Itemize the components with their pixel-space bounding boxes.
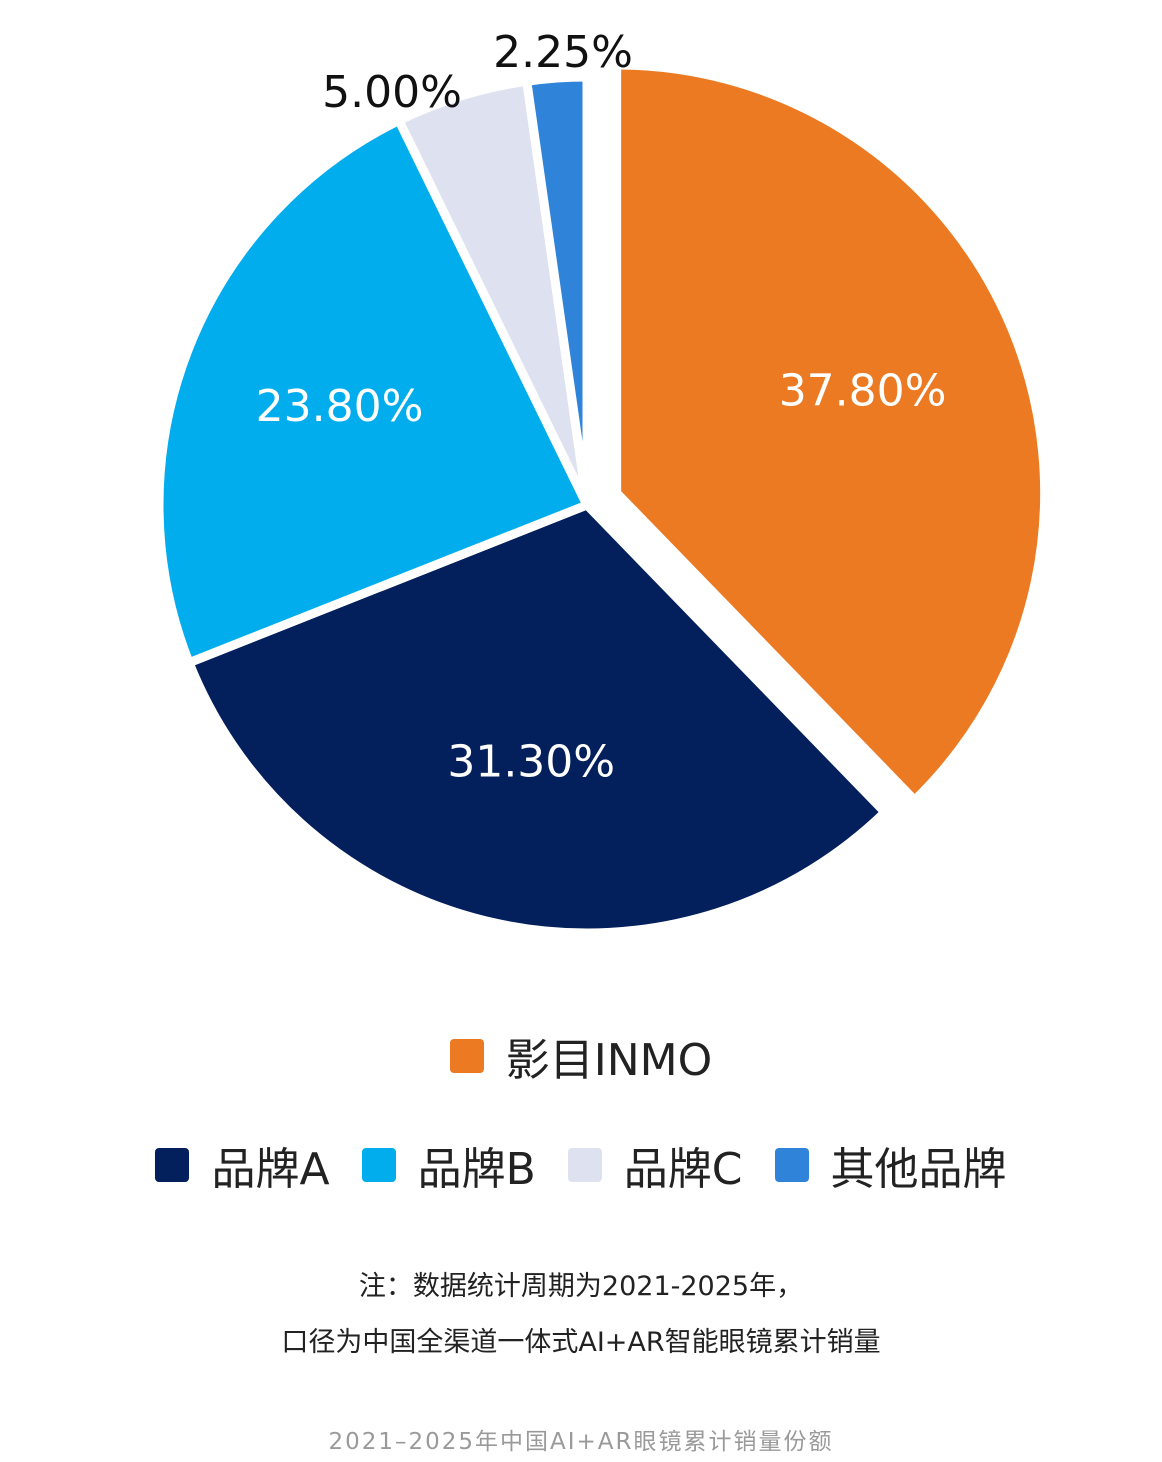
legend-swatch-other-brands (774, 1148, 809, 1182)
pie-slice-2 (154, 114, 594, 669)
slice-label-2: 23.80% (256, 381, 424, 432)
pie-labels: 37.80% 31.30% 23.80% 5.00% 2.25% (256, 27, 947, 787)
legend-item-brand-c: 品牌C (567, 1133, 743, 1197)
pie-slice-1 (183, 499, 892, 938)
pie-slice-4 (521, 72, 592, 506)
legend-label-brand-c: 品牌C (623, 1144, 743, 1195)
legend-row-primary: 影目INMO (0, 1024, 1162, 1088)
pie-slice-0 (612, 60, 1050, 807)
slice-label-0: 37.80% (779, 365, 947, 416)
legend-label-brand-b: 品牌B (417, 1144, 536, 1195)
legend-row-secondary: 品牌A 品牌B 品牌C 其他品牌 (0, 1133, 1162, 1197)
slice-label-4: 2.25% (493, 27, 633, 78)
chart-caption: 2021–2025年中国AI+AR眼镜累计销量份额 (328, 1429, 834, 1455)
legend-swatch-inmo (449, 1039, 484, 1073)
slice-label-3: 5.00% (322, 67, 462, 118)
legend-item-other-brands: 其他品牌 (774, 1133, 1007, 1197)
legend-swatch-brand-a (155, 1148, 190, 1182)
slice-label-1: 31.30% (447, 736, 615, 787)
pie-chart: 37.80% 31.30% 23.80% 5.00% 2.25% (154, 27, 1050, 938)
note-line-2: 口径为中国全渠道一体式AI+AR智能眼镜累计销量 (281, 1327, 881, 1358)
legend-label-other-brands: 其他品牌 (830, 1144, 1007, 1195)
legend-item-inmo: 影目INMO (449, 1024, 713, 1088)
note-line-1: 注：数据统计周期为2021-2025年， (358, 1271, 804, 1302)
legend-item-brand-b: 品牌B (361, 1133, 536, 1197)
legend-label-inmo: 影目INMO (505, 1035, 713, 1086)
legend-swatch-brand-b (361, 1148, 396, 1182)
pie-slices (154, 60, 1050, 938)
legend-item-brand-a: 品牌A (155, 1133, 330, 1197)
legend-swatch-brand-c (567, 1148, 602, 1182)
legend-label-brand-a: 品牌A (211, 1144, 330, 1195)
